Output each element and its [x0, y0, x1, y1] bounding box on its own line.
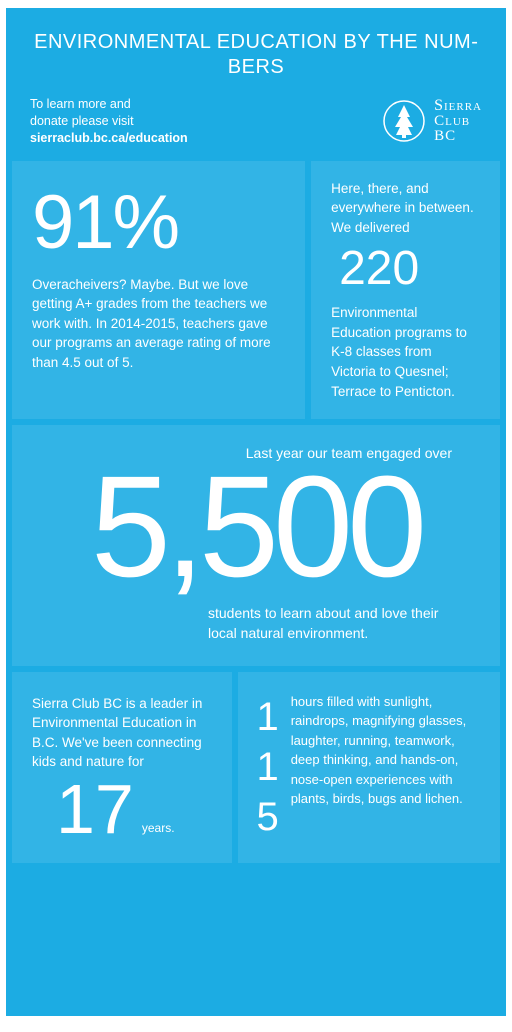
- students-tail: students to learn about and love their l…: [208, 603, 468, 644]
- stat-box-programs: Here, there, and everywhere in between. …: [311, 161, 500, 420]
- logo-line-3: BC: [434, 129, 482, 144]
- page-title: ENVIRONMENTAL EDUCATION BY THE NUM­BERS: [30, 30, 482, 80]
- stat-row-1: 91% Overacheivers? Maybe. But we love ge…: [6, 161, 506, 426]
- logo-text: Sierra Club BC: [434, 98, 482, 144]
- years-label: years.: [142, 821, 175, 841]
- stat-box-rating: 91% Overacheivers? Maybe. But we love ge…: [12, 161, 305, 420]
- rating-number: 91%: [32, 185, 285, 261]
- sierra-club-logo: Sierra Club BC: [382, 98, 482, 144]
- programs-text: Environmental Education programs to K-8 …: [331, 303, 480, 401]
- infographic-container: ENVIRONMENTAL EDUCATION BY THE NUM­BERS …: [6, 8, 506, 1016]
- years-row: 17 years.: [32, 778, 212, 841]
- rating-text: Overacheivers? Maybe. But we love gettin…: [32, 275, 285, 373]
- hours-digits: 1 1 5: [256, 692, 278, 843]
- logo-line-2: Club: [434, 114, 482, 129]
- programs-intro: Here, there, and everywhere in between. …: [331, 179, 480, 238]
- hours-digit-1: 1: [256, 692, 278, 742]
- stat-box-students: Last year our team engaged over 5,500 st…: [12, 425, 500, 666]
- logo-line-1: Sierra: [434, 98, 482, 114]
- header-sub-row: To learn more and donate please visit si…: [30, 96, 482, 147]
- hours-text: hours filled with sunlight, raindrops, m…: [291, 692, 482, 843]
- years-number: 17: [56, 778, 134, 841]
- students-number: 5,500: [34, 455, 478, 599]
- tree-icon: [382, 99, 426, 143]
- learn-line-2: donate please visit: [30, 114, 134, 128]
- header: ENVIRONMENTAL EDUCATION BY THE NUM­BERS …: [6, 8, 506, 161]
- stat-row-2: Last year our team engaged over 5,500 st…: [6, 425, 506, 672]
- learn-url: sierraclub.bc.ca/education: [30, 131, 188, 145]
- stat-box-years: Sierra Club BC is a leader in Environmen…: [12, 672, 232, 863]
- stat-row-3: Sierra Club BC is a leader in Environmen…: [6, 672, 506, 869]
- programs-number: 220: [339, 245, 480, 293]
- learn-line-1: To learn more and: [30, 97, 131, 111]
- hours-digit-2: 1: [256, 742, 278, 792]
- hours-digit-3: 5: [256, 792, 278, 842]
- learn-more-text: To learn more and donate please visit si…: [30, 96, 188, 147]
- years-text: Sierra Club BC is a leader in Environmen…: [32, 694, 212, 772]
- stat-box-hours: 1 1 5 hours filled with sunlight, raindr…: [238, 672, 500, 863]
